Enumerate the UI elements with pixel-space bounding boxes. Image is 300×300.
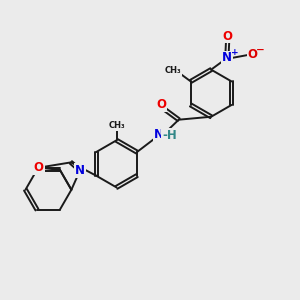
- Text: CH₃: CH₃: [108, 121, 125, 130]
- Text: N: N: [154, 128, 164, 141]
- Text: O: O: [248, 48, 258, 61]
- Text: N: N: [75, 164, 85, 177]
- Text: −: −: [256, 45, 265, 55]
- Text: N: N: [222, 51, 232, 64]
- Text: O: O: [156, 98, 166, 112]
- Text: -H: -H: [162, 129, 177, 142]
- Text: +: +: [232, 48, 239, 57]
- Text: CH₃: CH₃: [165, 66, 182, 75]
- Text: O: O: [223, 30, 232, 43]
- Text: O: O: [34, 161, 44, 174]
